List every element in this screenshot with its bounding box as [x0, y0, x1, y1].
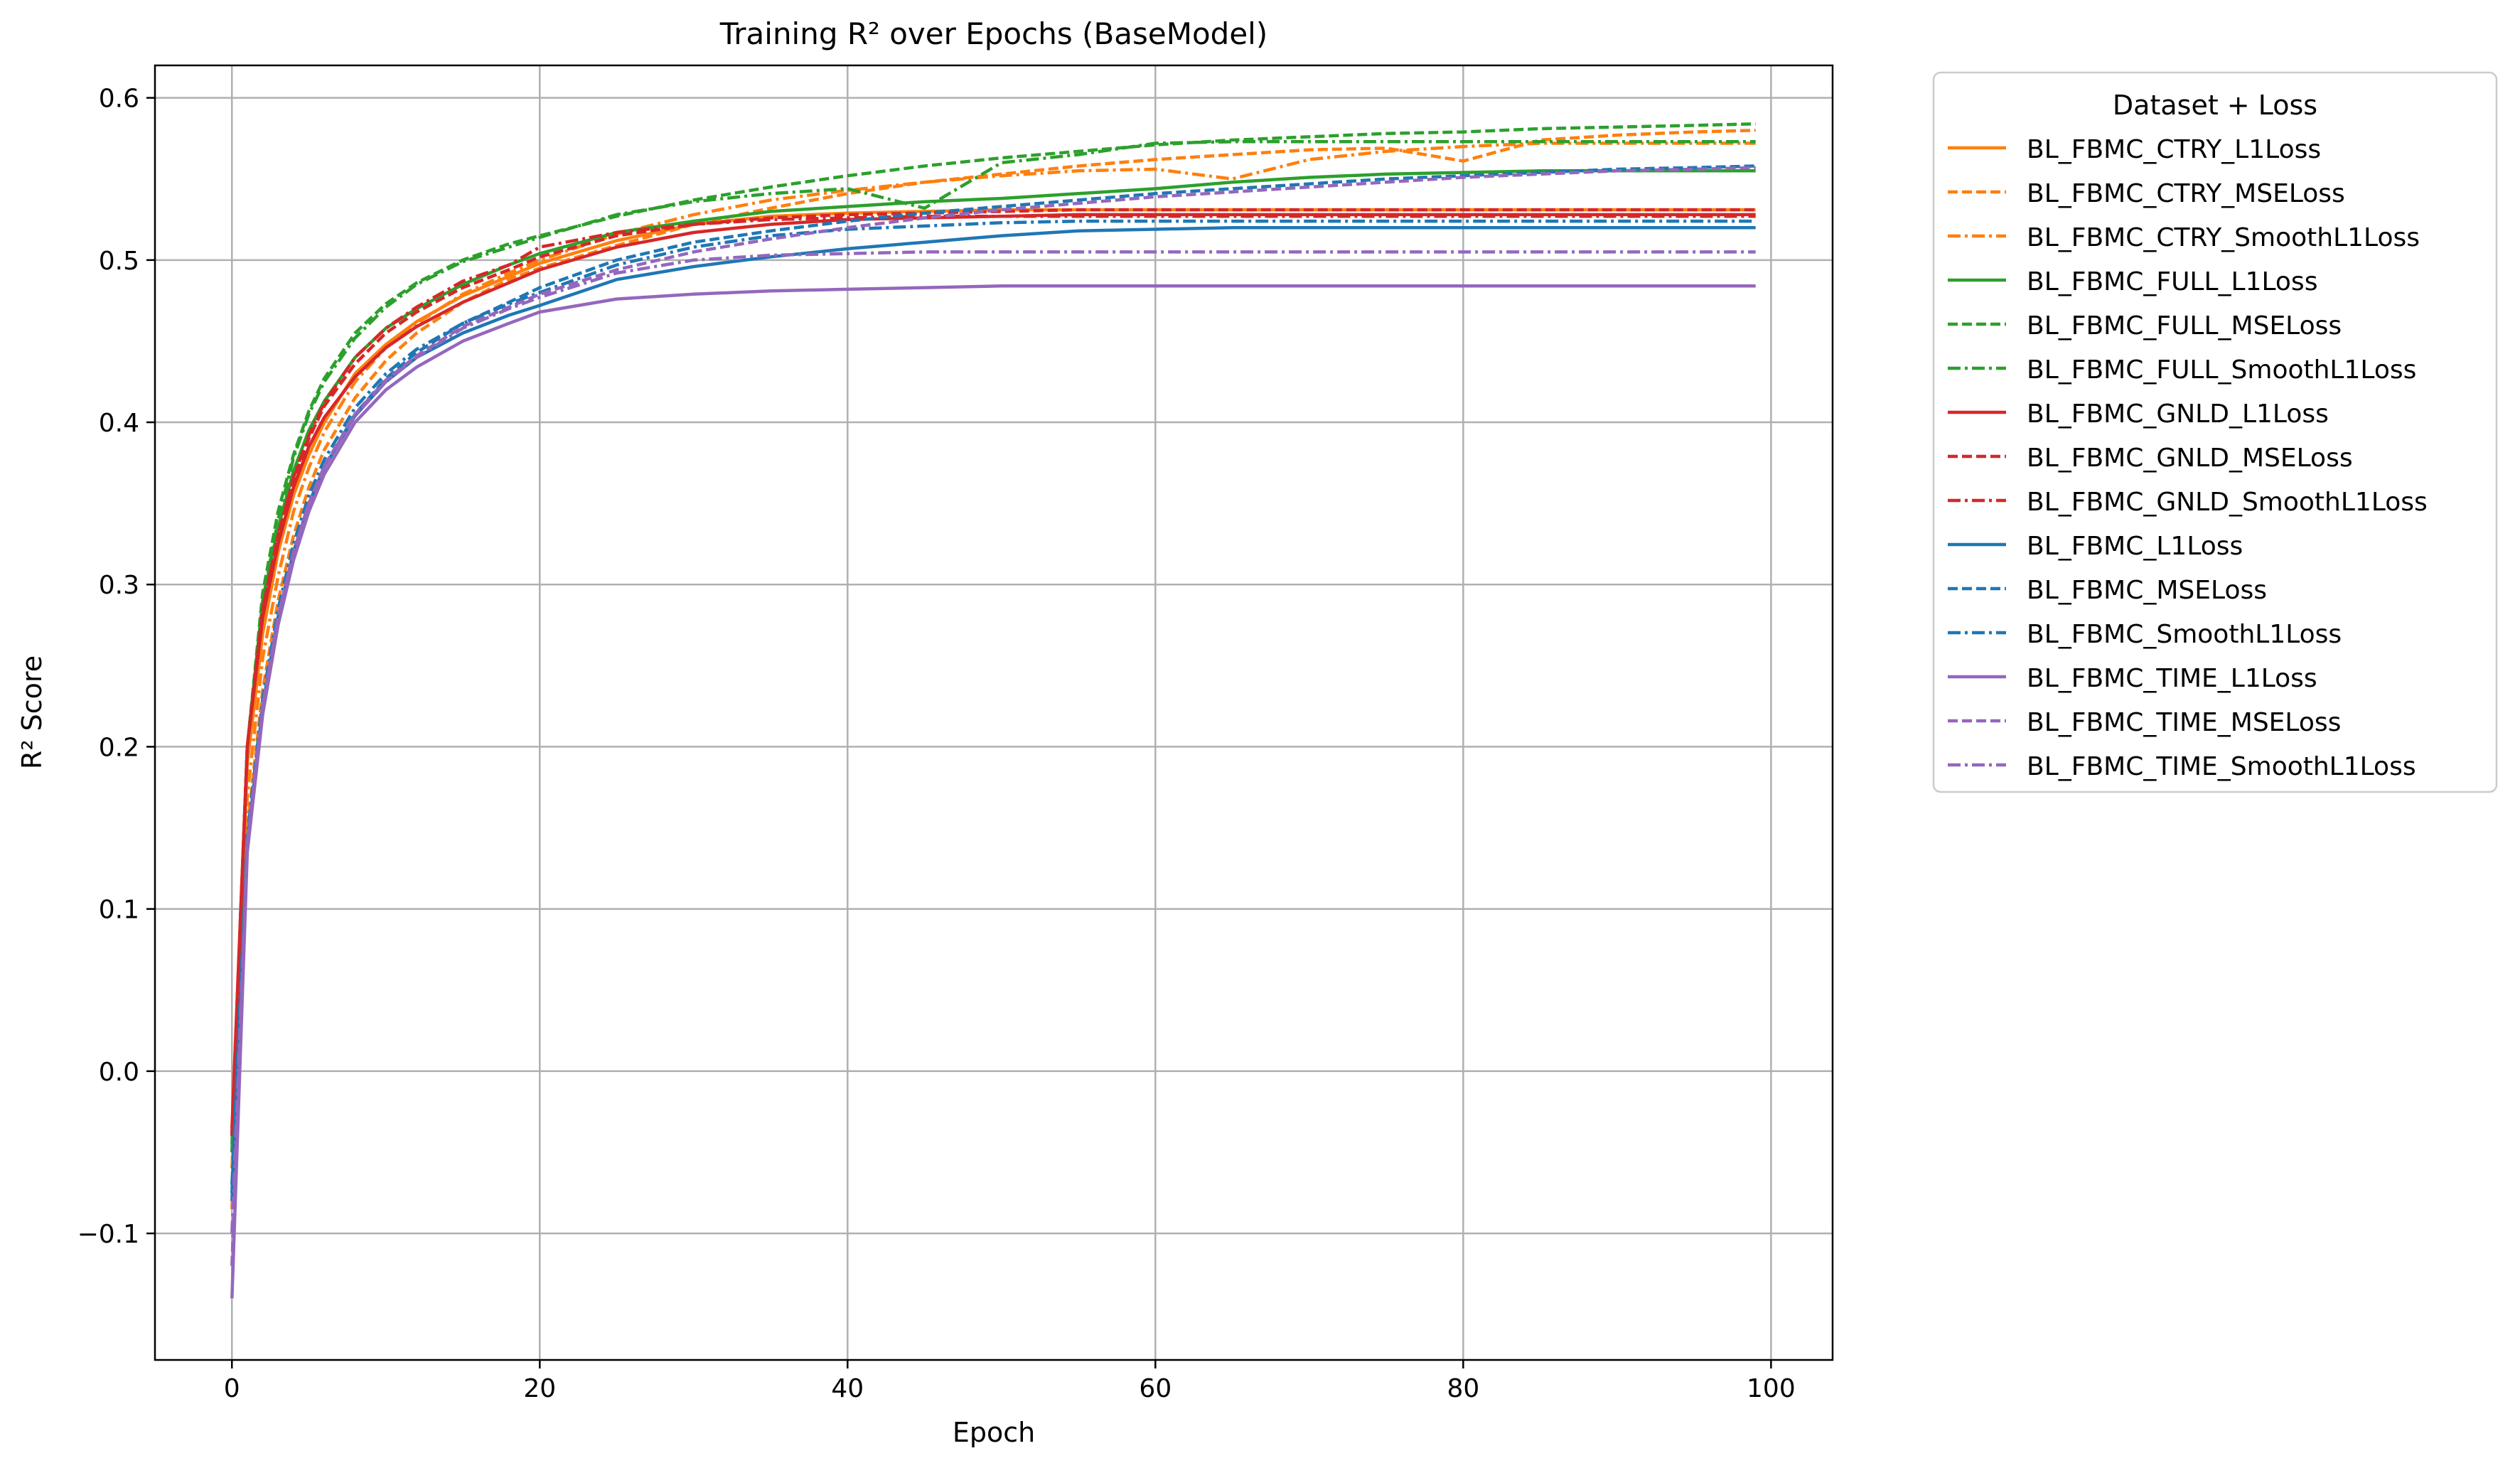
x-tick-label: 80 [1447, 1374, 1479, 1403]
series-line [230, 250, 1756, 1234]
legend-label: BL_FBMC_CTRY_MSELoss [2027, 179, 2345, 208]
series-line [230, 169, 1756, 1137]
legend-label: BL_FBMC_SmoothL1Loss [2027, 620, 2342, 649]
y-tick-label: 0.1 [99, 896, 139, 925]
series-line [230, 214, 1756, 1133]
legend-label: BL_FBMC_MSELoss [2027, 576, 2267, 605]
axis-ticks: 0 20 40 60 80 100 −0.1 0.0 0.1 0.2 0.3 0.4 0.5 0.6 [77, 85, 1796, 1403]
series-line [230, 141, 1756, 1169]
y-tick-label: 0.5 [99, 247, 139, 276]
y-tick-label: 0.6 [99, 85, 139, 114]
y-tick-label: 0.0 [99, 1058, 139, 1087]
legend-title: Dataset + Loss [2113, 90, 2317, 121]
x-tick-label: 40 [831, 1374, 864, 1403]
x-axis-label: Epoch [953, 1417, 1035, 1448]
series-line [230, 166, 1756, 1266]
legend-label: BL_FBMC_TIME_L1Loss [2027, 664, 2317, 693]
x-tick-label: 20 [523, 1374, 556, 1403]
series-line [230, 122, 1756, 1152]
legend-label: BL_FBMC_FULL_MSELoss [2027, 311, 2342, 341]
legend-items: BL_FBMC_CTRY_L1Loss BL_FBMC_CTRY_MSELoss B… [1948, 135, 2428, 781]
y-axis-label: R² Score [16, 655, 48, 769]
plot-frame [154, 64, 1834, 1361]
legend-label: BL_FBMC_GNLD_L1Loss [2027, 400, 2329, 429]
series-line [230, 213, 1756, 1128]
legend-frame [1932, 71, 2498, 793]
x-tick-label: 60 [1139, 1374, 1171, 1403]
y-tick-label: 0.3 [99, 571, 139, 600]
y-tick-label: −0.1 [77, 1220, 139, 1249]
legend-label: BL_FBMC_TIME_MSELoss [2027, 708, 2341, 737]
x-tick-label: 100 [1747, 1374, 1796, 1403]
series-line [230, 219, 1756, 1185]
x-tick-label: 0 [224, 1374, 240, 1403]
legend-label: BL_FBMC_FULL_SmoothL1Loss [2027, 355, 2416, 385]
grid [155, 65, 1833, 1360]
legend-label: BL_FBMC_GNLD_SmoothL1Loss [2027, 488, 2428, 517]
legend-label: BL_FBMC_CTRY_L1Loss [2027, 135, 2321, 164]
chart-title: Training R² over Epochs (BaseModel) [719, 16, 1267, 51]
legend-label: BL_FBMC_FULL_L1Loss [2027, 267, 2317, 296]
series-line [230, 284, 1756, 1299]
legend-label: BL_FBMC_TIME_SmoothL1Loss [2027, 752, 2416, 781]
legend: Dataset + Loss BL_FBMC_CTRY_L1LossBL_FBM… [1932, 71, 2498, 793]
y-tick-label: 0.2 [99, 733, 139, 762]
legend-label: BL_FBMC_L1Loss [2027, 532, 2243, 561]
series-line [230, 129, 1756, 1209]
series-line [230, 140, 1756, 1145]
series-lines [230, 122, 1756, 1299]
y-tick-label: 0.4 [99, 409, 139, 438]
legend-label: BL_FBMC_CTRY_SmoothL1Loss [2027, 223, 2420, 252]
legend-label: BL_FBMC_GNLD_MSELoss [2027, 444, 2353, 473]
